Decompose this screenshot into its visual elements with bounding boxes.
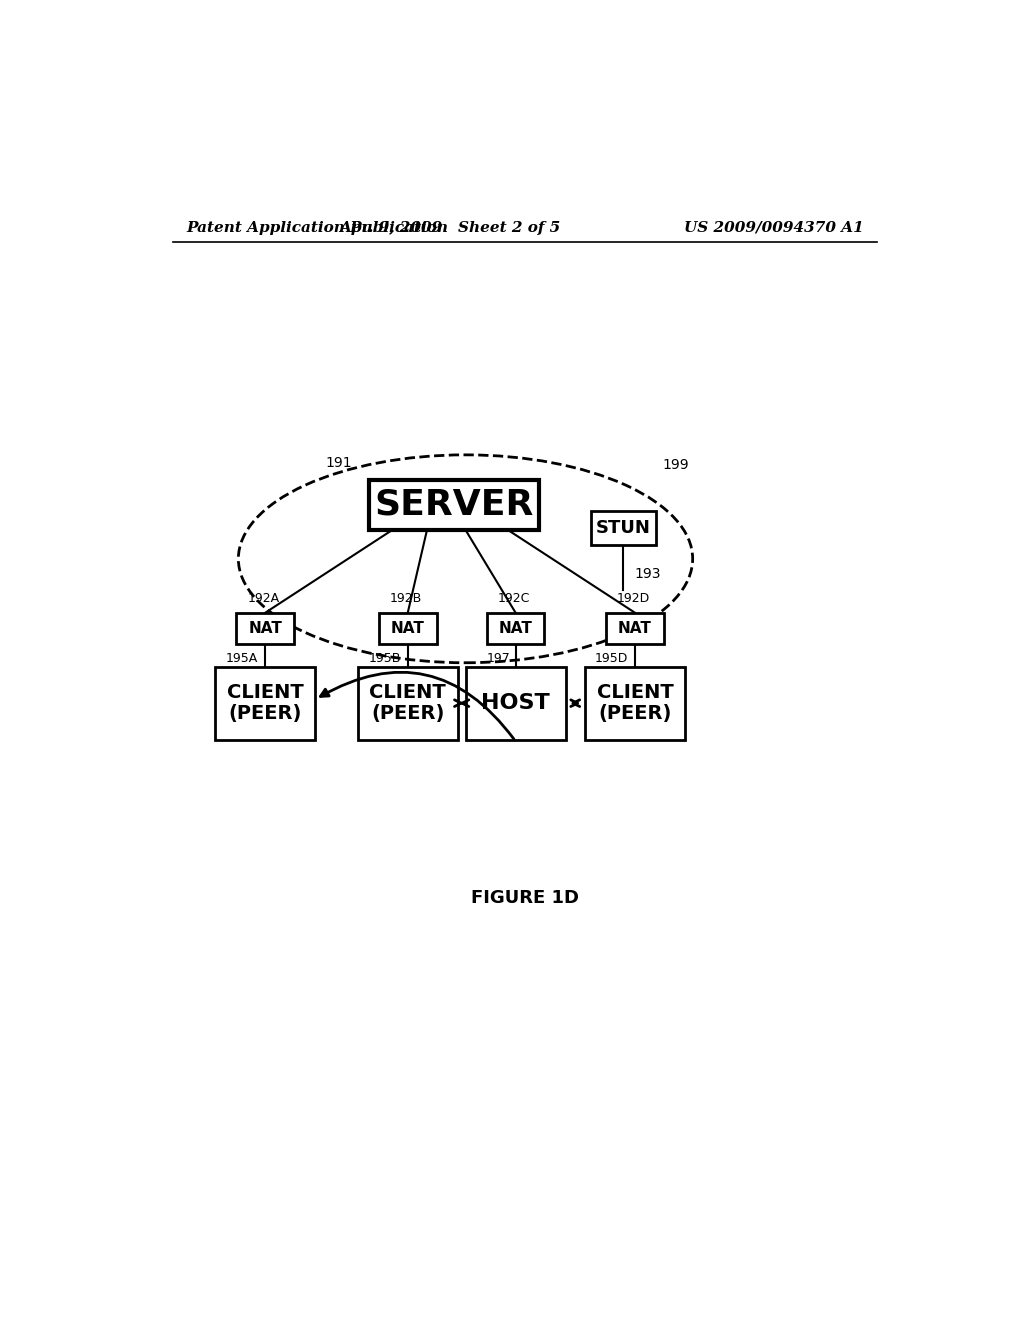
FancyBboxPatch shape: [585, 667, 685, 739]
FancyBboxPatch shape: [237, 612, 294, 644]
Text: Apr. 9, 2009   Sheet 2 of 5: Apr. 9, 2009 Sheet 2 of 5: [340, 220, 561, 235]
Text: (PEER): (PEER): [228, 705, 302, 723]
Text: FIGURE 1D: FIGURE 1D: [471, 888, 579, 907]
Text: Patent Application Publication: Patent Application Publication: [186, 220, 449, 235]
Text: SERVER: SERVER: [375, 488, 534, 521]
Text: 195D: 195D: [595, 652, 629, 665]
Text: 192B: 192B: [390, 593, 422, 606]
FancyArrowPatch shape: [321, 672, 514, 739]
Text: CLIENT: CLIENT: [370, 682, 446, 702]
Text: HOST: HOST: [481, 693, 550, 713]
FancyBboxPatch shape: [370, 480, 539, 529]
FancyBboxPatch shape: [606, 612, 664, 644]
Text: CLIENT: CLIENT: [597, 682, 674, 702]
Text: NAT: NAT: [249, 620, 283, 636]
Text: 192C: 192C: [498, 593, 530, 606]
Text: 195A: 195A: [226, 652, 258, 665]
Text: US 2009/0094370 A1: US 2009/0094370 A1: [684, 220, 863, 235]
Text: NAT: NAT: [499, 620, 532, 636]
FancyBboxPatch shape: [486, 612, 545, 644]
FancyBboxPatch shape: [357, 667, 458, 739]
Text: 195B: 195B: [369, 652, 400, 665]
Text: NAT: NAT: [391, 620, 425, 636]
FancyBboxPatch shape: [466, 667, 565, 739]
FancyBboxPatch shape: [215, 667, 315, 739]
Text: 192A: 192A: [248, 593, 280, 606]
Text: 193: 193: [635, 568, 662, 581]
Text: (PEER): (PEER): [598, 705, 672, 723]
Text: CLIENT: CLIENT: [227, 682, 304, 702]
FancyBboxPatch shape: [591, 511, 656, 545]
Text: 199: 199: [663, 458, 689, 471]
FancyBboxPatch shape: [379, 612, 436, 644]
Text: 192D: 192D: [616, 593, 650, 606]
Text: NAT: NAT: [617, 620, 652, 636]
Text: 197: 197: [486, 652, 511, 665]
Text: 191: 191: [326, 457, 352, 470]
Text: STUN: STUN: [596, 519, 651, 537]
Text: (PEER): (PEER): [371, 705, 444, 723]
